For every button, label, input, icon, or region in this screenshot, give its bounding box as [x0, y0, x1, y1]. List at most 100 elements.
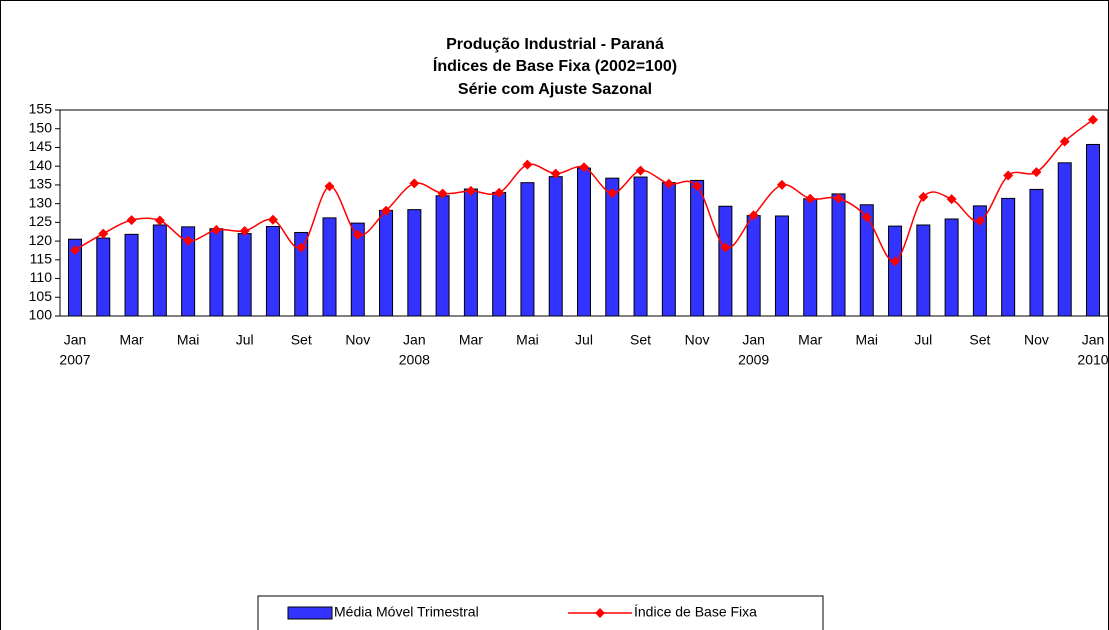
y-tick-label: 140 [29, 157, 53, 173]
x-tick-label: Jul [914, 332, 932, 348]
bar [859, 204, 874, 317]
bar [124, 233, 139, 317]
marker [267, 214, 278, 225]
x-tick-label: Nov [685, 332, 710, 348]
y-tick-label: 150 [29, 119, 53, 135]
bar [690, 179, 705, 317]
marker [833, 193, 844, 204]
x-tick-label: Nov [1024, 332, 1049, 348]
bar [492, 191, 507, 317]
x-tick-label: Jan [1082, 332, 1105, 348]
marker [918, 191, 929, 202]
marker [465, 185, 476, 196]
marker [805, 193, 816, 204]
x-tick-label: Mai [516, 332, 539, 348]
bar [1057, 162, 1072, 317]
bar [1029, 188, 1044, 317]
marker [1003, 170, 1014, 181]
x-tick-label: Mai [177, 332, 200, 348]
marker [720, 242, 731, 253]
marker [579, 162, 589, 173]
marker [1059, 136, 1070, 147]
marker [974, 215, 985, 226]
y-tick-label: 130 [29, 194, 53, 210]
marker [635, 165, 646, 176]
bar [209, 228, 224, 317]
x-tick-label: Set [630, 332, 651, 348]
marker [1031, 167, 1042, 178]
bar [152, 224, 167, 317]
marker [890, 256, 901, 267]
marker [663, 178, 674, 189]
bar [237, 233, 252, 317]
bar [322, 217, 337, 317]
bar [916, 224, 931, 317]
marker [692, 181, 703, 192]
marker [607, 188, 618, 199]
x-tick-label: Jul [575, 332, 593, 348]
bar [718, 205, 733, 317]
y-tick-label: 145 [29, 138, 53, 154]
marker [437, 188, 448, 199]
bar [944, 218, 959, 317]
bar [181, 226, 196, 317]
marker [748, 210, 759, 221]
x-tick-label: Jan [64, 332, 87, 348]
marker [550, 168, 561, 179]
bar [888, 225, 903, 317]
marker [154, 215, 165, 226]
y-tick-label: 125 [29, 213, 53, 229]
bar [803, 198, 818, 317]
marker [861, 212, 872, 223]
y-tick-label: 110 [30, 269, 53, 285]
marker [776, 179, 787, 190]
legend-label: Média Móvel Trimestral [334, 604, 479, 620]
marker [183, 235, 194, 246]
bar [774, 215, 789, 317]
x-tick-label: Jan [403, 332, 426, 348]
bar [96, 237, 111, 317]
legend-box [257, 595, 824, 630]
bar [435, 195, 450, 317]
marker [239, 225, 250, 236]
bar [577, 167, 591, 317]
x-tick-label: Mai [855, 332, 878, 348]
marker [98, 228, 109, 239]
bar [1001, 197, 1016, 317]
marker [494, 187, 505, 198]
marker [211, 224, 222, 235]
x-tick-label: Mar [459, 332, 483, 348]
bar [746, 215, 761, 317]
chart-subtitle: Índices de Base Fixa (2002=100) [433, 56, 677, 75]
bar [463, 188, 478, 317]
y-tick-label: 155 [29, 101, 53, 117]
y-tick-label: 120 [29, 232, 53, 248]
marker [381, 205, 392, 216]
bar [520, 182, 535, 317]
legend-swatch [287, 606, 333, 620]
x-year-label: 2008 [399, 352, 430, 368]
y-tick-label: 100 [29, 307, 53, 323]
marker [409, 178, 420, 189]
bar [831, 193, 846, 317]
bar [661, 182, 676, 317]
marker [946, 194, 957, 205]
x-tick-label: Jan [742, 332, 765, 348]
bar [548, 176, 563, 317]
marker [352, 229, 363, 240]
marker [70, 245, 80, 256]
bar [350, 222, 365, 317]
x-year-label: 2009 [738, 352, 769, 368]
bar [972, 205, 987, 317]
x-tick-label: Mar [119, 332, 143, 348]
legend-label: Índice de Base Fixa [634, 604, 757, 620]
marker [522, 159, 533, 170]
x-tick-label: Set [291, 332, 312, 348]
marker [296, 242, 307, 253]
legend-marker [595, 608, 605, 618]
bar [379, 209, 394, 317]
x-tick-label: Jul [236, 332, 254, 348]
x-tick-label: Mar [798, 332, 822, 348]
y-tick-label: 105 [29, 288, 53, 304]
